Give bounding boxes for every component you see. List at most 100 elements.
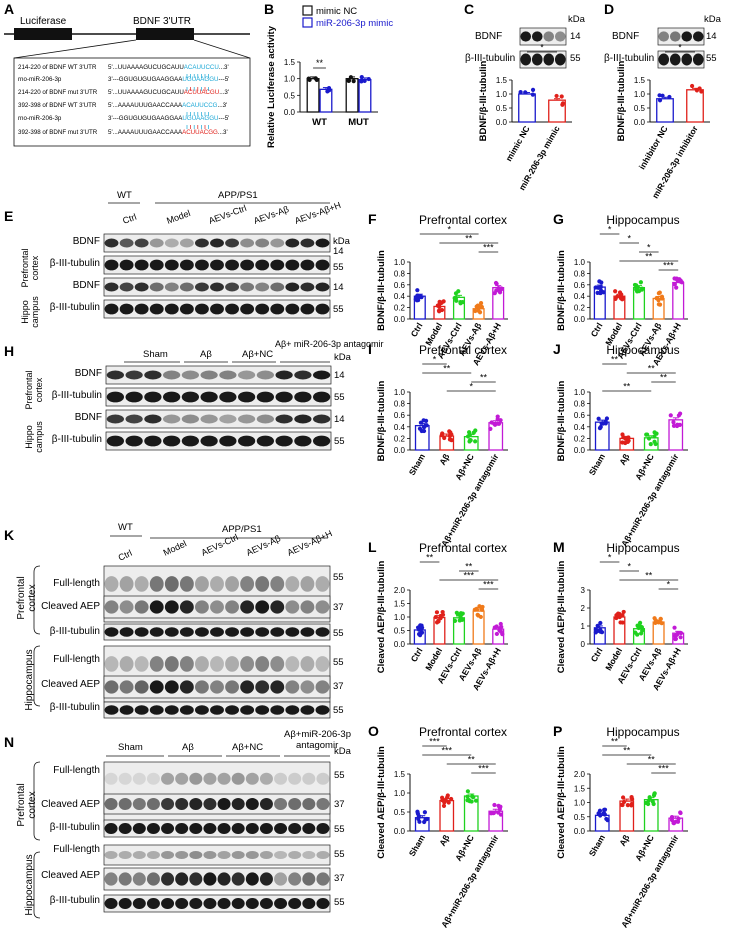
data-point [443, 798, 448, 803]
blot-band [315, 680, 330, 694]
blot-band [302, 872, 316, 886]
blot-band [302, 851, 316, 859]
panel-b: B mimic NC miR-206-3p mimic [264, 1, 393, 29]
blot-band [240, 627, 255, 637]
data-point [629, 803, 634, 808]
data-point [491, 811, 496, 816]
y-axis-label: Cleaved AEP/β-III-tubulin [376, 746, 387, 859]
data-point [494, 281, 499, 286]
data-point [615, 294, 620, 299]
blot-band [274, 897, 288, 910]
blot-band [163, 370, 181, 380]
blot-band [240, 259, 255, 271]
y-tick-label: 0.6 [574, 411, 586, 420]
data-point [359, 75, 364, 80]
kd-marker: 55 [333, 705, 344, 716]
blot-band [217, 772, 231, 785]
blot-band [288, 798, 302, 810]
blot-band [313, 370, 331, 380]
data-point [554, 93, 559, 99]
x-tick-label: Ctrl [409, 646, 425, 664]
blot-band [164, 259, 179, 271]
blot-band [181, 370, 199, 380]
data-point [439, 433, 444, 438]
bar [306, 78, 320, 113]
blot-band [543, 31, 555, 42]
data-point [689, 83, 695, 89]
data-point [596, 285, 601, 290]
data-point [623, 436, 628, 441]
blot-band [104, 656, 119, 672]
data-point [434, 610, 440, 615]
blot-band [175, 798, 189, 810]
significance-label: ** [465, 234, 473, 244]
significance-label: ** [645, 252, 653, 262]
blot-frame [105, 387, 332, 407]
blot-band [217, 851, 231, 859]
data-point [647, 795, 652, 800]
chart-o: O Prefrontal cortex 0.0 0.5 1.0 1.5 Cleaved AE… [368, 723, 508, 929]
blot-band [658, 31, 670, 42]
data-point [595, 623, 600, 628]
blot-band [231, 822, 245, 835]
blot-label: β-III-tubulin [465, 53, 515, 64]
blot-band [270, 282, 285, 292]
data-point [652, 430, 657, 435]
lane-label: AEVs-Aβ+H [286, 528, 334, 558]
lane-label: AEVs-Ctrl [207, 203, 248, 226]
blot-band [681, 31, 693, 42]
seq-plain: 5'...UUAAAAGUCUGCAUU [108, 89, 184, 96]
zoom-line [193, 39, 251, 59]
data-point [492, 291, 497, 296]
sequence-rows: 214-220 of BDNF WT 3'UTR 5'...UUAAAAGUCUG… [18, 64, 229, 136]
data-point [675, 277, 680, 283]
app-label: APP/PS1 [218, 190, 258, 201]
y-tick-label: 1.5 [284, 58, 296, 67]
blot-band [119, 282, 134, 292]
x-tick-label: Aβ [437, 452, 451, 467]
y-axis-label: Relative Luciferase activity [266, 25, 277, 148]
blot-band [300, 705, 315, 715]
blot-band [210, 576, 224, 592]
data-point [437, 304, 442, 309]
region-bracket [33, 851, 41, 919]
legend-label-mimic: miR-206-3p mimic [316, 18, 393, 29]
data-point [446, 800, 451, 805]
blot-band [238, 391, 256, 403]
lane-label: Aβ+NC [242, 349, 273, 360]
tubulin-blot-pfc [103, 255, 331, 275]
data-point [671, 821, 677, 826]
sequence-row-label: 214-220 of BDNF mut 3'UTR [18, 89, 98, 96]
blot-band [256, 370, 274, 380]
seq-seed: UGUAAGGU [182, 115, 218, 122]
data-point [678, 635, 683, 640]
data-point [620, 795, 626, 800]
panel-letter: D [604, 1, 614, 17]
blot-band [119, 303, 134, 315]
bdnf-blot [657, 27, 705, 46]
blot-band [118, 872, 132, 886]
data-point [518, 90, 523, 95]
blot-band [288, 872, 302, 886]
blot-band [300, 576, 315, 592]
blot-frame [105, 431, 332, 451]
blot-band [210, 680, 224, 694]
blot-band [104, 238, 119, 248]
y-tick-label: 0.5 [394, 808, 406, 817]
utr-label: BDNF 3'UTR [133, 16, 191, 27]
seq-plain: ...3' [218, 102, 228, 109]
bar [652, 621, 665, 645]
y-tick-label: 0.4 [574, 292, 586, 301]
data-point [699, 89, 704, 94]
significance-label: *** [478, 764, 489, 774]
kd-marker: 14 [333, 282, 344, 293]
data-point [678, 810, 683, 815]
blot-band [134, 600, 149, 614]
blot-band [200, 414, 218, 424]
data-point [325, 89, 330, 94]
blot-band [144, 414, 162, 424]
region-label: Hippocampus [20, 296, 40, 328]
cleaved-aep-blot-hip [103, 675, 331, 699]
panel-h: H Sham Aβ Aβ+NC Aβ+ miR-206-3p antagomir… [4, 339, 383, 453]
blot-band [144, 370, 162, 380]
